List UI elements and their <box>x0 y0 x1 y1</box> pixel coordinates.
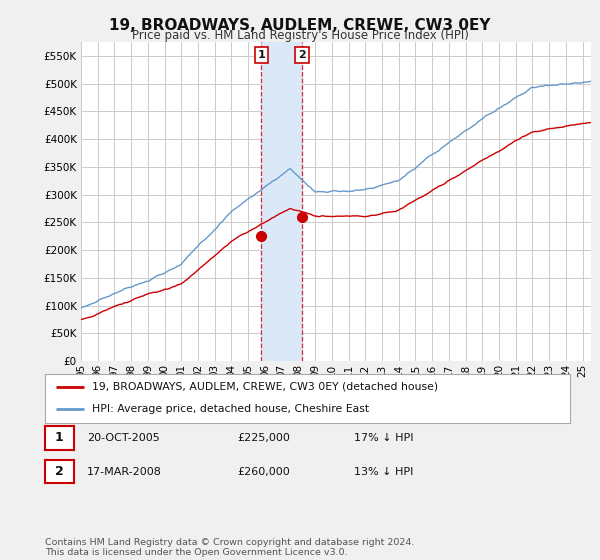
Text: Contains HM Land Registry data © Crown copyright and database right 2024.
This d: Contains HM Land Registry data © Crown c… <box>45 538 415 557</box>
Text: 19, BROADWAYS, AUDLEM, CREWE, CW3 0EY (detached house): 19, BROADWAYS, AUDLEM, CREWE, CW3 0EY (d… <box>92 382 439 392</box>
Text: HPI: Average price, detached house, Cheshire East: HPI: Average price, detached house, Ches… <box>92 404 370 414</box>
Text: 2: 2 <box>55 465 64 478</box>
Text: 20-OCT-2005: 20-OCT-2005 <box>87 433 160 443</box>
Text: £260,000: £260,000 <box>237 466 290 477</box>
Text: 1: 1 <box>257 50 265 60</box>
Text: 1: 1 <box>55 431 64 445</box>
Text: 17-MAR-2008: 17-MAR-2008 <box>87 466 162 477</box>
Text: £225,000: £225,000 <box>237 433 290 443</box>
Text: Price paid vs. HM Land Registry's House Price Index (HPI): Price paid vs. HM Land Registry's House … <box>131 29 469 42</box>
Text: 2: 2 <box>298 50 306 60</box>
Text: 13% ↓ HPI: 13% ↓ HPI <box>354 466 413 477</box>
Bar <box>262 42 302 361</box>
Text: 17% ↓ HPI: 17% ↓ HPI <box>354 433 413 443</box>
Text: 19, BROADWAYS, AUDLEM, CREWE, CW3 0EY: 19, BROADWAYS, AUDLEM, CREWE, CW3 0EY <box>109 18 491 33</box>
